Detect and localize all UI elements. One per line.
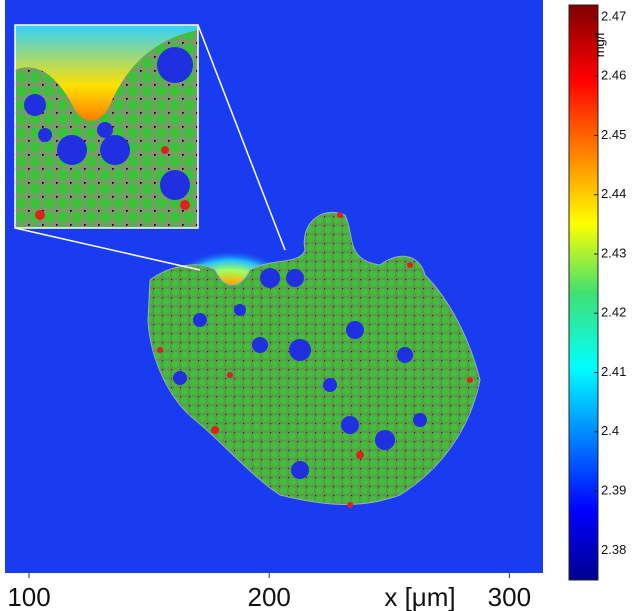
colorbar-tick-label: 2.41 [601, 364, 626, 379]
colony [147, 212, 481, 505]
colorbar-tick-label: 2.44 [601, 186, 626, 201]
colorbar-tick-label: 2.47 [601, 8, 626, 23]
red-cells [157, 212, 473, 508]
colorbar-tick-label: 2.4 [601, 423, 619, 438]
colorbar-tick-label: 2.42 [601, 305, 626, 320]
colorbar-tick-label: 2.46 [601, 68, 626, 83]
colorbar-tick-label: 2.38 [601, 542, 626, 557]
colorbar [568, 4, 599, 581]
x-tick-label: 100 [7, 582, 50, 611]
inset [14, 24, 199, 229]
colorbar-tick-label: 2.43 [601, 245, 626, 260]
colorbar-tick-label: 2.39 [601, 483, 626, 498]
colorbar-label: mg/l [592, 33, 607, 58]
x-tick-label: 300 [488, 582, 531, 611]
x-tick-label: 200 [248, 582, 291, 611]
zoom-line [14, 227, 201, 271]
zoom-line [197, 24, 286, 251]
colorbar-tick-label: 2.45 [601, 127, 626, 142]
x-axis-label: x [μm] [384, 582, 455, 611]
blue-clusters [173, 268, 427, 479]
